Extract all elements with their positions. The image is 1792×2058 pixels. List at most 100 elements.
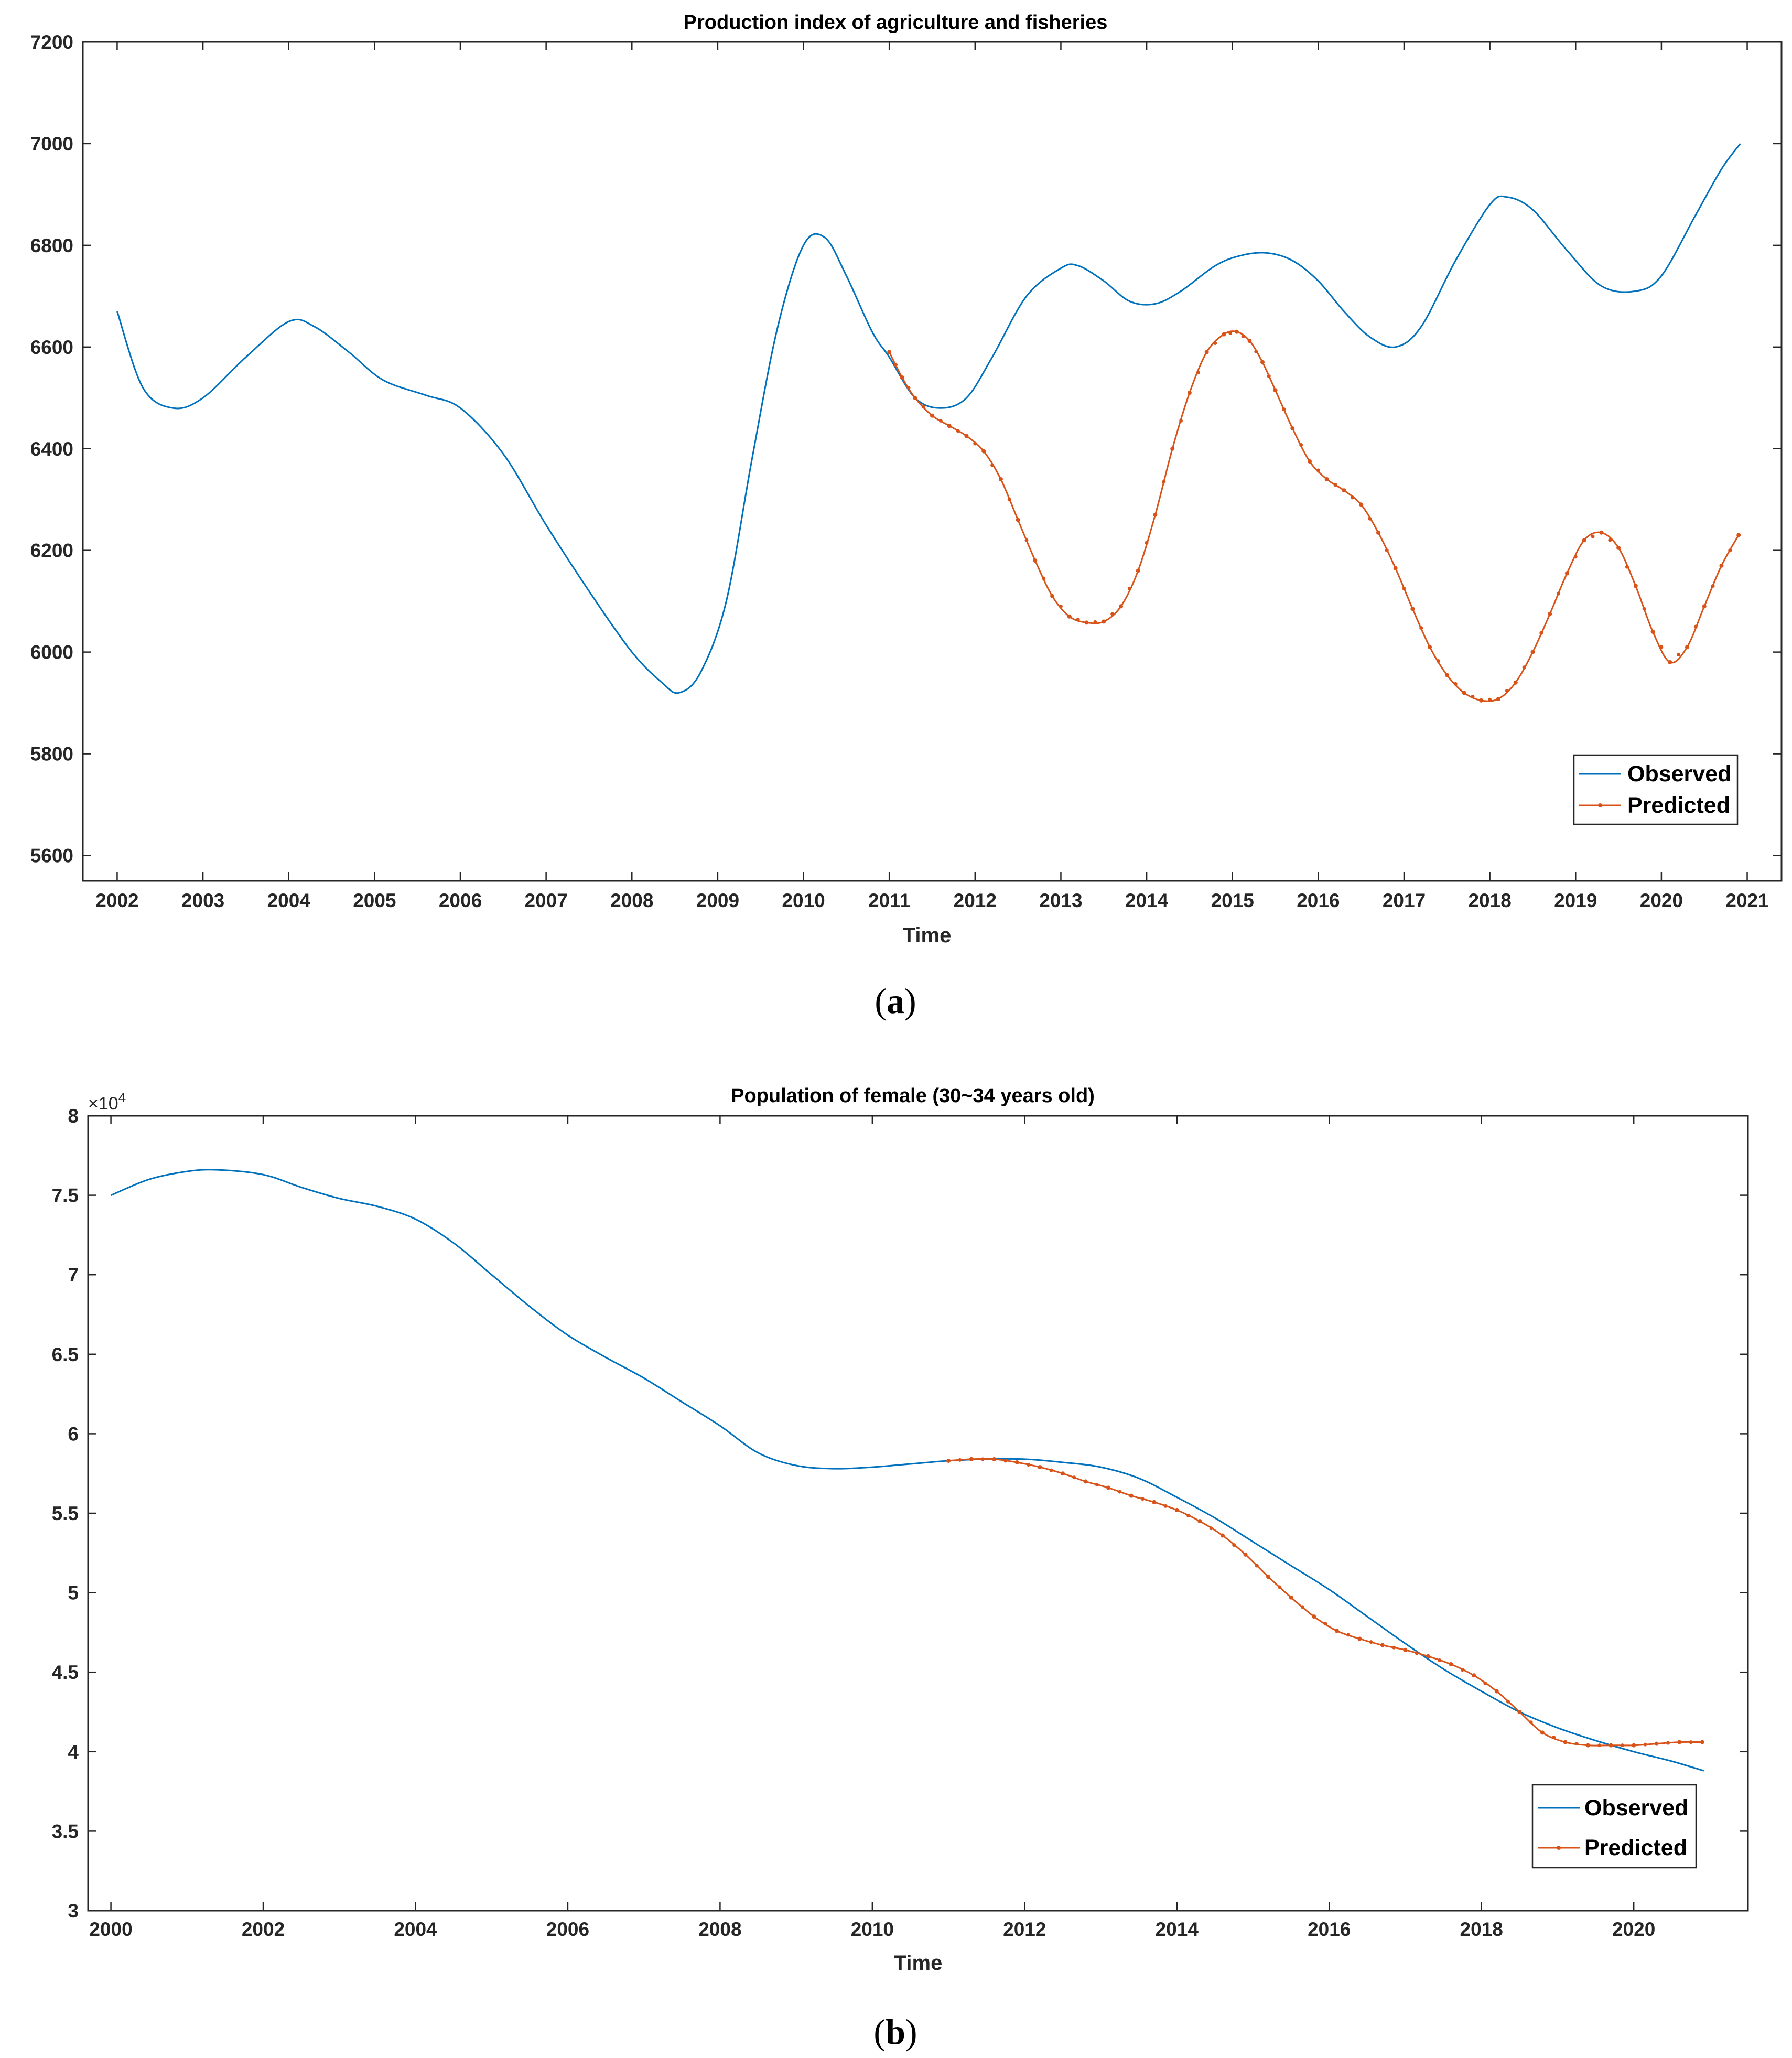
- chart-a-caption-letter: a: [887, 981, 904, 1021]
- chart-b-predicted-point: [1540, 1730, 1545, 1735]
- chart-b-ytick-label: 5.5: [52, 1503, 79, 1524]
- chart-a-predicted-point: [906, 385, 911, 390]
- chart-a-predicted-point: [900, 375, 904, 380]
- chart-b-caption: (b): [873, 2012, 917, 2052]
- chart-a-predicted-point: [1042, 576, 1046, 580]
- chart-a-xtick-label: 2002: [95, 890, 138, 911]
- chart-a-legend-observed-label: Observed: [1627, 761, 1731, 786]
- chart-a-predicted-point: [1444, 673, 1449, 677]
- chart-a-predicted-point: [1642, 607, 1646, 611]
- chart-a-predicted-point: [947, 424, 952, 428]
- chart-b-predicted-point: [980, 1457, 985, 1461]
- chart-a-predicted-point: [1093, 620, 1097, 624]
- chart-a-predicted-point: [1557, 591, 1561, 596]
- chart-a-predicted-point: [1505, 688, 1509, 693]
- chart-a-predicted-point: [1033, 558, 1038, 563]
- chart-b-predicted-point: [1049, 1468, 1053, 1472]
- chart-a-predicted-point: [1650, 629, 1655, 634]
- chart-b-predicted-point: [1380, 1643, 1385, 1647]
- chart-b-predicted-point: [1415, 1651, 1419, 1655]
- chart-b-predicted-point: [1460, 1668, 1464, 1672]
- chart-b-ytick-label: 4: [68, 1741, 79, 1763]
- chart-a-predicted-point: [1145, 541, 1149, 545]
- chart-b-predicted-point: [1357, 1636, 1362, 1641]
- chart-a-predicted-point: [990, 463, 995, 467]
- chart-a-xtick-label: 2011: [868, 890, 910, 911]
- chart-a-predicted-point: [913, 395, 917, 400]
- chart-b-ytick-label: 3.5: [52, 1820, 79, 1842]
- chart-b-xtick-label: 2010: [851, 1919, 894, 1940]
- chart-a-xtick-label: 2013: [1039, 890, 1082, 911]
- chart-a-predicted-point: [1376, 530, 1380, 535]
- chart-a-predicted-point: [1007, 498, 1011, 502]
- chart-a-predicted-point: [1548, 611, 1552, 616]
- chart-b: Population of female (30~34 years old) ×…: [52, 1085, 1749, 2052]
- chart-a-predicted-point: [1170, 446, 1175, 451]
- chart-a-predicted-point: [1479, 698, 1484, 703]
- chart-a-predicted-point: [1471, 694, 1475, 698]
- chart-b-predicted-point: [992, 1457, 997, 1461]
- chart-b-predicted-point: [1632, 1743, 1636, 1748]
- chart-b-predicted-point: [1266, 1575, 1271, 1579]
- chart-b-predicted-point: [1392, 1645, 1396, 1650]
- chart-a-predicted-point: [1213, 341, 1217, 346]
- chart-a-y-axis: 5600 5800 6000 6200 6400 6600 6800 7000 7200: [30, 31, 1782, 867]
- chart-b-predicted-point: [1689, 1740, 1693, 1744]
- chart-b-predicted-point: [1289, 1595, 1293, 1600]
- chart-b-predicted-point: [1106, 1485, 1111, 1490]
- chart-b-predicted-point: [946, 1458, 951, 1463]
- chart-b-predicted-point: [1323, 1622, 1327, 1626]
- chart-b-predicted-point: [1152, 1500, 1157, 1504]
- chart-a-predicted-point: [1453, 682, 1458, 686]
- chart-a-predicted-point: [1282, 407, 1286, 412]
- chart-a-predicted-point: [1436, 659, 1440, 663]
- chart-b-predicted-point: [1677, 1740, 1682, 1744]
- chart-b-predicted-point: [1586, 1743, 1591, 1748]
- chart-a-predicted-point: [1016, 518, 1020, 522]
- chart-a-predicted-point: [1385, 548, 1389, 553]
- chart-b-predicted-point: [1494, 1689, 1499, 1694]
- chart-a-plot-area: [82, 41, 1783, 882]
- chart-a-predicted-point: [1162, 480, 1166, 484]
- chart-a-x-axis-label: Time: [903, 924, 952, 947]
- chart-b-predicted-point: [1209, 1526, 1213, 1531]
- chart-a-predicted-point: [1050, 594, 1055, 598]
- chart-a-predicted-point: [1187, 391, 1192, 395]
- chart-a-predicted-point: [1496, 696, 1500, 701]
- chart-a-predicted-point: [1067, 614, 1072, 619]
- chart-a-predicted-point: [1513, 680, 1518, 685]
- chart-b-xtick-label: 2000: [89, 1919, 132, 1940]
- chart-b-predicted-point: [1574, 1742, 1579, 1746]
- chart-b-predicted-point: [1174, 1507, 1179, 1512]
- chart-b-ytick-label: 5: [68, 1582, 79, 1604]
- chart-a-predicted-point: [973, 441, 977, 446]
- chart-a-predicted-point: [1522, 665, 1526, 670]
- chart-b-predicted-point: [1129, 1493, 1134, 1498]
- chart-a-predicted-point: [1488, 697, 1492, 702]
- chart-a-predicted-point: [956, 429, 960, 433]
- chart-a-predicted-point: [1402, 586, 1406, 590]
- chart-b-ytick-label: 7: [68, 1264, 79, 1286]
- chart-b-predicted-point: [1003, 1459, 1008, 1463]
- chart-b-x-axis: 2000 2002 2004 2006 2008 2010 2012 2014 2016 2018…: [89, 1116, 1655, 1940]
- chart-a-xtick-label: 2008: [610, 890, 653, 911]
- chart-b-predicted-point: [1403, 1647, 1408, 1652]
- chart-b-predicted-point: [1552, 1736, 1556, 1740]
- chart-a-predicted-point: [1410, 607, 1415, 611]
- chart-a-predicted-point: [1462, 691, 1466, 695]
- chart-a-xtick-label: 2015: [1211, 890, 1254, 911]
- chart-b-predicted-point: [1278, 1585, 1282, 1589]
- chart-a-xtick-label: 2021: [1725, 890, 1768, 911]
- chart-b-legend-box: [1531, 1784, 1697, 1869]
- chart-b-predicted-point: [1027, 1463, 1031, 1467]
- chart-b-predicted-point: [1140, 1497, 1145, 1501]
- chart-b-y-exponent-power: 4: [118, 1090, 126, 1105]
- chart-b-predicted-point: [1449, 1662, 1453, 1667]
- chart-a-ytick-label: 6600: [30, 337, 73, 358]
- chart-b-predicted-point: [1609, 1743, 1613, 1748]
- chart-a-predicted-point: [1153, 512, 1158, 517]
- chart-b-predicted-point: [1472, 1673, 1476, 1678]
- chart-a-predicted-point: [1573, 555, 1578, 559]
- chart-b-xtick-label: 2020: [1612, 1919, 1655, 1940]
- chart-a-predicted-point: [887, 350, 892, 354]
